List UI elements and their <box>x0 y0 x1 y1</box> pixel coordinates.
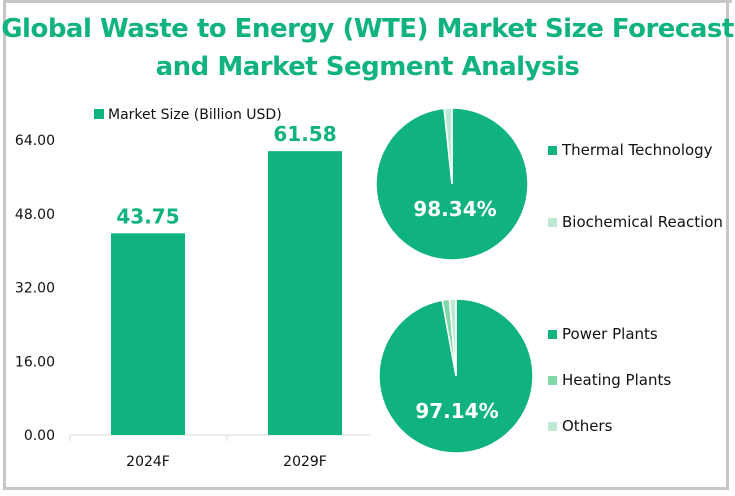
chart-frame <box>3 3 729 490</box>
bar-chart: Market Size (Billion USD) 0.00 16.00 32.00… <box>15 107 370 470</box>
x-tick-label: 2024F <box>126 454 170 470</box>
x-tick-label: 2029F <box>283 454 327 470</box>
legend-label: Others <box>562 417 613 435</box>
y-tick-label: 0.00 <box>24 428 55 444</box>
y-tick-label: 48.00 <box>15 207 55 223</box>
y-tick-label: 16.00 <box>15 354 55 370</box>
pie-technology-data-label: 98.34% <box>413 197 496 221</box>
pie-application-legend: Power Plants Heating Plants Others <box>548 325 671 435</box>
y-tick-label: 32.00 <box>15 281 55 297</box>
y-tick-label: 64.00 <box>15 133 55 149</box>
legend-swatch <box>548 330 557 339</box>
bar-2024F <box>111 233 185 435</box>
bar-legend-label: Market Size (Billion USD) <box>108 107 282 123</box>
pie-slice-power-plants <box>378 298 534 454</box>
frame-border-top <box>3 0 732 3</box>
pie-application-data-label: 97.14% <box>415 399 498 423</box>
bar-value-label: 43.75 <box>116 204 179 228</box>
legend-swatch <box>548 146 557 155</box>
legend-label: Thermal Technology <box>561 141 713 159</box>
pie-technology-legend: Thermal Technology Biochemical Reaction <box>548 141 723 231</box>
title-line-2: and Market Segment Analysis <box>155 52 580 82</box>
pie-technology <box>375 107 529 261</box>
bar-legend-swatch <box>94 109 104 119</box>
legend-label: Heating Plants <box>562 371 671 389</box>
legend-label: Biochemical Reaction <box>562 213 723 231</box>
title-line-1: Global Waste to Energy (WTE) Market Size… <box>1 14 734 44</box>
pie-slice-others <box>448 298 457 377</box>
legend-swatch <box>548 218 557 227</box>
chart-title: Global Waste to Energy (WTE) Market Size… <box>0 10 735 86</box>
y-axis: 0.00 16.00 32.00 48.00 64.00 <box>15 133 55 444</box>
legend-swatch <box>548 422 557 431</box>
bar-value-label: 61.58 <box>273 122 336 146</box>
pie-application <box>378 298 534 454</box>
pie-slice-biochemical-reaction <box>443 107 453 185</box>
legend-label: Power Plants <box>562 325 658 343</box>
bars: 43.75 2024F 61.58 2029F <box>111 122 342 470</box>
bar-2029F <box>268 151 342 435</box>
legend-swatch <box>548 376 557 385</box>
